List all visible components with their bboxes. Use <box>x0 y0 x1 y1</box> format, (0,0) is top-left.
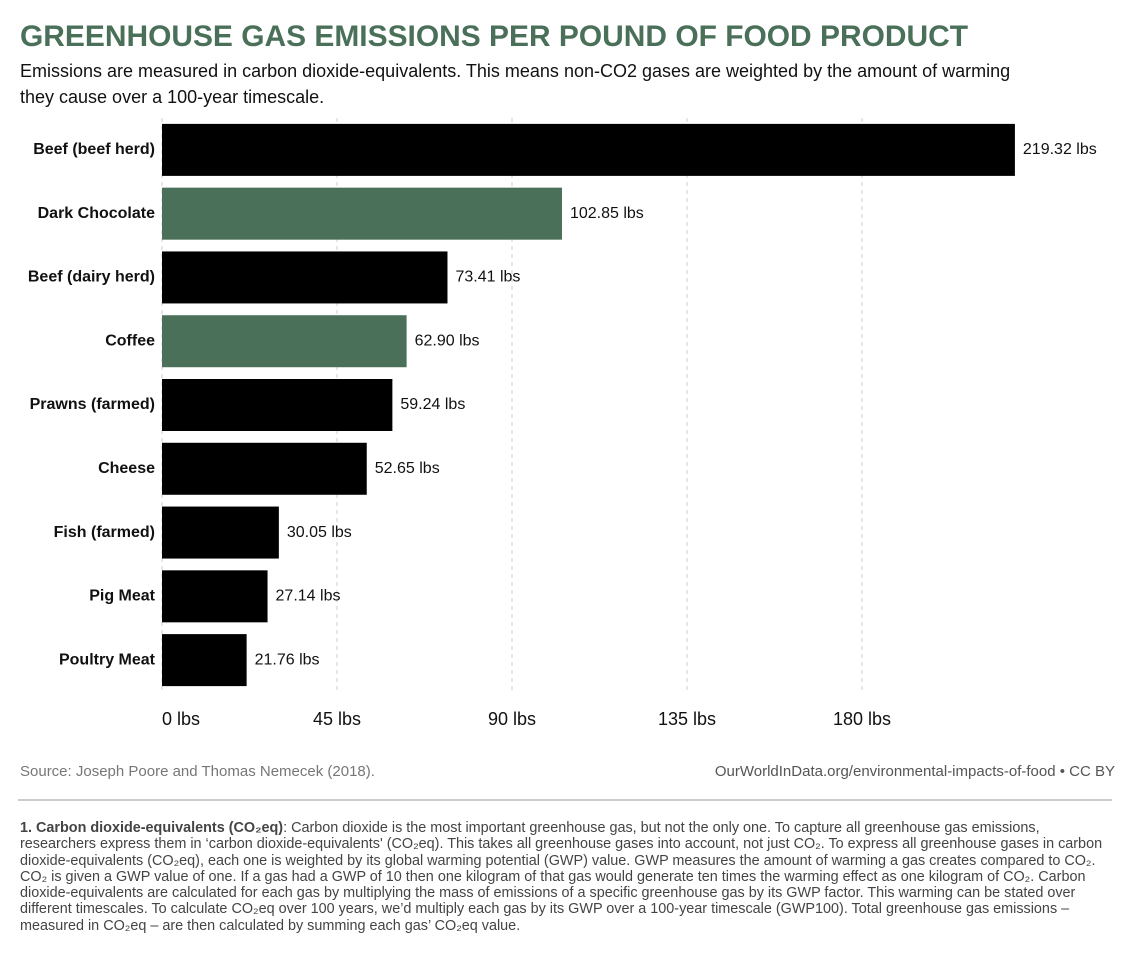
y-tick-label: Poultry Meat <box>59 651 156 668</box>
bar <box>162 123 1015 176</box>
value-label: 59.24 lbs <box>400 396 465 413</box>
y-tick-label: Coffee <box>105 332 155 349</box>
value-label: 102.85 lbs <box>570 205 644 222</box>
value-label: 21.76 lbs <box>255 651 320 668</box>
chart-title: GREENHOUSE GAS EMISSIONS PER POUND OF FO… <box>20 20 968 53</box>
x-tick-label: 0 lbs <box>162 709 200 729</box>
value-label: 219.32 lbs <box>1023 141 1097 158</box>
value-label: 62.90 lbs <box>415 332 480 349</box>
y-tick-label: Dark Chocolate <box>38 205 155 222</box>
bar <box>162 634 247 687</box>
chart-subtitle: Emissions are measured in carbon dioxide… <box>20 61 1011 107</box>
bar <box>162 251 448 304</box>
y-tick-label: Pig Meat <box>89 588 155 605</box>
y-tick-label: Prawns (farmed) <box>30 396 155 413</box>
url: OurWorldInData.org/environmental-impacts… <box>715 763 1115 780</box>
bar <box>162 506 279 559</box>
source: Source: Joseph Poore and Thomas Nemecek … <box>20 763 375 780</box>
x-tick-label: 45 lbs <box>313 709 361 729</box>
footnote-label: 1. Carbon dioxide-equivalents (CO₂eq) <box>20 820 284 836</box>
bar <box>162 379 393 431</box>
y-tick-label: Beef (dairy herd) <box>28 269 155 286</box>
x-tick-label: 180 lbs <box>833 709 891 729</box>
footnote: 1. Carbon dioxide-equivalents (CO₂eq): C… <box>20 820 1112 934</box>
bar <box>162 315 407 368</box>
bar <box>162 187 562 240</box>
value-label: 27.14 lbs <box>276 588 341 605</box>
x-tick-label: 135 lbs <box>658 709 716 729</box>
y-tick-label: Cheese <box>98 460 155 477</box>
y-tick-label: Beef (beef herd) <box>33 141 155 158</box>
y-tick-label: Fish (farmed) <box>54 524 155 541</box>
x-tick-label: 90 lbs <box>488 709 536 729</box>
bar <box>162 570 268 623</box>
bar <box>162 442 367 495</box>
value-label: 52.65 lbs <box>375 460 440 477</box>
footnote-text: : Carbon dioxide is the most important g… <box>20 820 1103 934</box>
value-label: 30.05 lbs <box>287 524 352 541</box>
value-label: 73.41 lbs <box>455 269 520 286</box>
